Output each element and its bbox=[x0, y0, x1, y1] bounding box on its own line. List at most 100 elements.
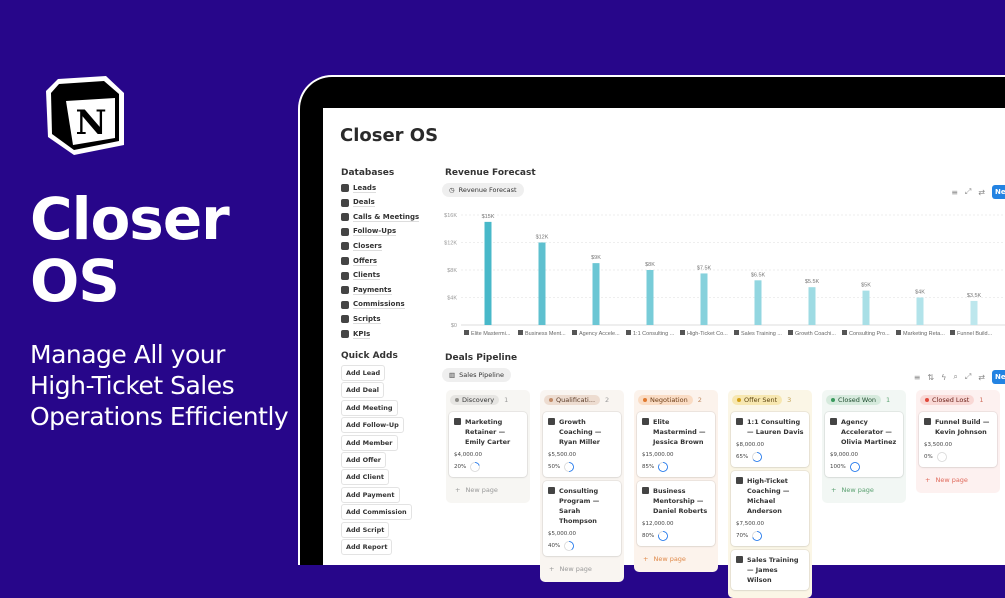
add-follow-up-button[interactable]: Add Follow-Up bbox=[341, 417, 404, 434]
bar[interactable] bbox=[700, 273, 708, 325]
board-column: Closed Lost 1 Funnel Build — Kevin Johnson… bbox=[916, 390, 1000, 493]
status-dot-icon bbox=[549, 398, 553, 402]
revenue-chart: $0 $4K $8K $12K $16K $15K Elite Mastermi... $12… bbox=[444, 213, 1005, 337]
add-payment-button[interactable]: Add Payment bbox=[341, 486, 400, 503]
sidebar-item-kpis[interactable]: KPIs bbox=[341, 328, 371, 340]
bar[interactable] bbox=[808, 287, 816, 325]
deal-title: Funnel Build — Kevin Johnson bbox=[935, 418, 990, 436]
sidebar-item-calls-meetings[interactable]: Calls & Meetings bbox=[341, 211, 420, 223]
sidebar-item-scripts[interactable]: Scripts bbox=[341, 313, 381, 325]
expand-icon[interactable]: ⤢ bbox=[964, 187, 972, 196]
sidebar-item-commissions[interactable]: Commissions bbox=[341, 299, 405, 311]
deal-icon bbox=[454, 418, 461, 425]
plus-icon: + bbox=[549, 565, 555, 573]
add-deal-button[interactable]: Add Deal bbox=[341, 382, 385, 399]
sidebar-item-offers[interactable]: Offers bbox=[341, 255, 377, 267]
filter-icon[interactable]: ≡ bbox=[913, 372, 921, 382]
expand-icon[interactable]: ⤢ bbox=[964, 372, 972, 381]
pipeline-view-tab[interactable]: ▥ Sales Pipeline bbox=[442, 368, 511, 382]
new-button[interactable]: New bbox=[992, 370, 1005, 384]
deal-card[interactable]: Growth Coaching — Ryan Miller $5,500.00 50… bbox=[543, 412, 621, 477]
plus-icon: + bbox=[455, 486, 461, 494]
progress-ring-icon bbox=[564, 462, 575, 472]
new-page-button[interactable]: + New page bbox=[549, 565, 592, 573]
deal-card[interactable]: Sales Training — James Wilson bbox=[731, 550, 809, 590]
settings-icon[interactable]: ⇄ bbox=[978, 372, 985, 382]
bar[interactable] bbox=[754, 280, 762, 325]
status-tag[interactable]: Negotiation bbox=[638, 395, 693, 405]
deal-card[interactable]: Business Mentorship — Daniel Roberts $12,… bbox=[637, 481, 715, 546]
chart-toolbar: ≡ ⤢ ⇄ New bbox=[951, 185, 1005, 199]
deal-amount: $8,000.00 bbox=[736, 442, 764, 448]
add-offer-button[interactable]: Add Offer bbox=[341, 452, 387, 468]
deal-card[interactable]: Funnel Build — Kevin Johnson $3,500.00 0% bbox=[919, 412, 997, 467]
new-page-button[interactable]: + New page bbox=[831, 486, 874, 494]
sidebar-item-follow-ups[interactable]: Follow-Ups bbox=[341, 226, 397, 238]
add-member-button[interactable]: Add Member bbox=[341, 434, 398, 451]
cash-icon bbox=[341, 286, 349, 295]
status-tag[interactable]: Closed Lost bbox=[920, 395, 975, 405]
deal-icon bbox=[734, 330, 739, 335]
commission-icon bbox=[341, 300, 349, 309]
bar[interactable] bbox=[592, 263, 600, 325]
sidebar-item-deals[interactable]: Deals bbox=[341, 197, 375, 209]
bar[interactable] bbox=[970, 300, 978, 325]
add-client-button[interactable]: Add Client bbox=[341, 469, 389, 486]
bar[interactable] bbox=[484, 221, 492, 325]
progress-ring-icon bbox=[936, 452, 947, 462]
deal-card[interactable]: Agency Accelerator — Olivia Martinez $9,0… bbox=[825, 412, 903, 477]
search-icon[interactable]: ⌕ bbox=[953, 372, 958, 381]
status-tag[interactable]: Discovery bbox=[450, 395, 500, 405]
column-count: 1 bbox=[886, 396, 891, 404]
filter-icon[interactable]: ≡ bbox=[951, 187, 958, 197]
bar-data-label: $4K bbox=[915, 290, 925, 296]
new-page-button[interactable]: + New page bbox=[925, 476, 968, 484]
bar-data-label: $5.5K bbox=[805, 279, 820, 285]
add-commission-button[interactable]: Add Commission bbox=[341, 504, 412, 521]
sidebar-item-payments[interactable]: Payments bbox=[341, 284, 392, 296]
status-tag[interactable]: Closed Won bbox=[826, 395, 882, 405]
status-tag[interactable]: Qualificati... bbox=[544, 395, 600, 405]
sidebar-item-leads[interactable]: Leads bbox=[341, 182, 377, 194]
revenue-view-tab[interactable]: ◷ Revenue Forecast bbox=[442, 183, 524, 197]
bar[interactable] bbox=[916, 297, 924, 326]
status-dot-icon bbox=[925, 398, 929, 402]
column-count: 2 bbox=[697, 396, 702, 404]
board-column: Closed Won 1 Agency Accelerator — Olivia M… bbox=[822, 390, 906, 503]
add-meeting-button[interactable]: Add Meeting bbox=[341, 399, 398, 416]
deal-title: High-Ticket Coaching — Michael Anderson bbox=[747, 477, 790, 515]
deal-icon bbox=[626, 330, 631, 335]
x-tick-label: Business Ment... bbox=[525, 331, 566, 337]
board-column: Discovery 1 Marketing Retainer — Emily Car… bbox=[446, 390, 530, 503]
new-button[interactable]: New bbox=[992, 185, 1005, 199]
bar[interactable] bbox=[538, 242, 546, 326]
board-column: Negotiation 2 Elite Mastermind — Jessica B… bbox=[634, 390, 718, 572]
deal-icon bbox=[788, 330, 793, 335]
new-page-button[interactable]: + New page bbox=[643, 555, 686, 563]
deal-title: Agency Accelerator — Olivia Martinez bbox=[841, 418, 897, 446]
notion-page: Closer OS Databases Quick Adds Revenue F… bbox=[323, 108, 1005, 598]
lightning-icon[interactable]: ϟ bbox=[941, 372, 947, 382]
add-lead-button[interactable]: Add Lead bbox=[341, 365, 386, 381]
deal-card[interactable]: Consulting Program — Sarah Thompson $5,00… bbox=[543, 481, 621, 556]
deal-icon bbox=[548, 418, 555, 425]
deal-amount: $3,500.00 bbox=[924, 442, 952, 448]
new-page-button[interactable]: + New page bbox=[455, 486, 498, 494]
deal-card[interactable]: High-Ticket Coaching — Michael Anderson $… bbox=[731, 471, 809, 546]
deal-card[interactable]: Marketing Retainer — Emily Carter $4,000.… bbox=[449, 412, 527, 477]
settings-icon[interactable]: ⇄ bbox=[978, 187, 985, 197]
page-title: Closer OS bbox=[340, 125, 439, 146]
bar[interactable] bbox=[646, 270, 654, 325]
deal-card[interactable]: Elite Mastermind — Jessica Brown $15,000.… bbox=[637, 412, 715, 477]
sort-icon[interactable]: ⇅ bbox=[927, 372, 935, 382]
bar[interactable] bbox=[862, 290, 870, 325]
bar-data-label: $3.5K bbox=[967, 293, 982, 299]
status-tag[interactable]: Offer Sent bbox=[732, 395, 783, 405]
sidebar-item-closers[interactable]: Closers bbox=[341, 240, 382, 252]
sidebar-item-clients[interactable]: Clients bbox=[341, 270, 381, 282]
add-script-button[interactable]: Add Script bbox=[341, 521, 390, 538]
deal-card[interactable]: 1:1 Consulting — Lauren Davis $8,000.00 65… bbox=[731, 412, 809, 467]
add-report-button[interactable]: Add Report bbox=[341, 539, 393, 555]
user-circle-icon bbox=[341, 242, 349, 251]
x-tick-label: Elite Mastermi... bbox=[471, 331, 511, 337]
